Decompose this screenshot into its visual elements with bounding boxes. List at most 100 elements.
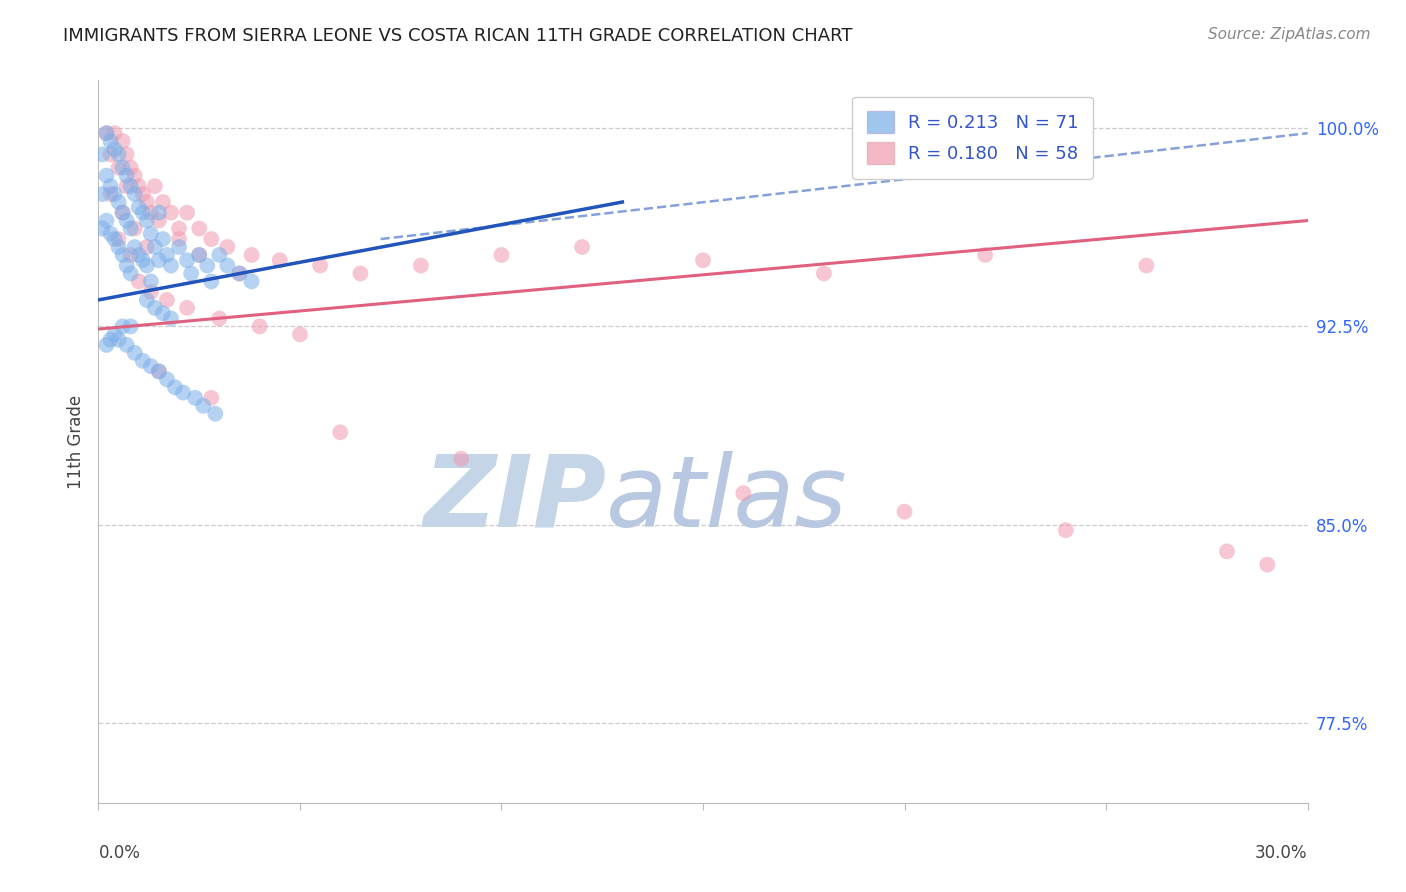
Point (96, 169, 118, 183)
Point (120, 248, 142, 262)
Point (107, 232, 129, 246)
Point (124, 240, 146, 254)
Point (132, 205, 155, 219)
Point (107, 240, 129, 254)
Point (120, 221, 142, 235)
Point (103, 327, 125, 342)
Point (184, 391, 207, 405)
Y-axis label: 11th Grade: 11th Grade (66, 394, 84, 489)
Point (135, 213, 157, 227)
Point (111, 205, 134, 219)
Point (152, 232, 174, 246)
Point (200, 232, 222, 246)
Point (96, 213, 118, 227)
Point (103, 232, 125, 246)
Point (269, 253, 291, 268)
Point (111, 134, 134, 148)
Point (148, 364, 170, 378)
Point (188, 221, 211, 235)
Point (329, 425, 352, 440)
Point (288, 327, 311, 342)
Point (107, 194, 129, 209)
Point (139, 274, 162, 288)
Point (135, 194, 157, 209)
Point (167, 221, 190, 235)
Point (96, 126, 118, 140)
Point (409, 259, 432, 273)
Point (135, 240, 157, 254)
Point (115, 179, 138, 194)
Point (124, 169, 146, 183)
Point (249, 319, 271, 334)
Point (217, 259, 239, 273)
Point (160, 205, 183, 219)
Point (208, 248, 231, 262)
Point (692, 253, 714, 268)
Point (176, 253, 198, 268)
Point (188, 248, 211, 262)
Point (100, 147, 122, 161)
Point (124, 346, 146, 360)
Point (91, 221, 114, 235)
Legend: R = 0.213   N = 71, R = 0.180   N = 58: R = 0.213 N = 71, R = 0.180 N = 58 (852, 96, 1092, 178)
Point (152, 306, 174, 320)
Point (176, 205, 198, 219)
Point (208, 311, 231, 326)
Point (111, 248, 134, 262)
Point (107, 333, 129, 347)
Point (172, 385, 194, 400)
Point (120, 161, 142, 175)
Point (115, 338, 138, 352)
Point (571, 240, 593, 254)
Point (733, 486, 755, 500)
Point (120, 319, 142, 334)
Point (128, 179, 150, 194)
Point (139, 205, 162, 219)
Point (139, 359, 162, 373)
Point (148, 213, 170, 227)
Point (139, 227, 162, 241)
Point (156, 293, 179, 307)
Point (120, 267, 142, 281)
Point (100, 333, 122, 347)
Point (135, 293, 157, 307)
Point (111, 319, 134, 334)
Text: atlas: atlas (606, 450, 848, 548)
Point (96, 338, 118, 352)
Point (143, 179, 166, 194)
Point (100, 179, 122, 194)
Point (160, 259, 183, 273)
Point (204, 407, 226, 421)
Point (132, 354, 155, 368)
Point (148, 364, 170, 378)
Point (1054, 523, 1077, 537)
Point (128, 274, 150, 288)
Text: 0.0%: 0.0% (98, 845, 141, 863)
Point (111, 161, 134, 175)
Point (120, 179, 142, 194)
Point (91, 147, 114, 161)
Point (132, 253, 155, 268)
Point (160, 311, 183, 326)
Text: ZIP: ZIP (423, 450, 606, 548)
Point (200, 391, 222, 405)
Text: Source: ZipAtlas.com: Source: ZipAtlas.com (1208, 27, 1371, 42)
Point (240, 248, 263, 262)
Text: IMMIGRANTS FROM SIERRA LEONE VS COSTA RICAN 11TH GRADE CORRELATION CHART: IMMIGRANTS FROM SIERRA LEONE VS COSTA RI… (63, 27, 853, 45)
Point (143, 301, 166, 315)
Point (100, 187, 122, 202)
Point (1135, 259, 1157, 273)
Point (156, 372, 179, 386)
Point (139, 285, 162, 299)
Point (103, 187, 125, 202)
Point (115, 169, 138, 183)
Point (91, 187, 114, 202)
Point (893, 505, 915, 519)
Point (349, 267, 371, 281)
Text: 30.0%: 30.0% (1256, 845, 1308, 863)
Point (132, 187, 155, 202)
Point (100, 227, 122, 241)
Point (167, 232, 190, 246)
Point (491, 248, 513, 262)
Point (143, 240, 166, 254)
